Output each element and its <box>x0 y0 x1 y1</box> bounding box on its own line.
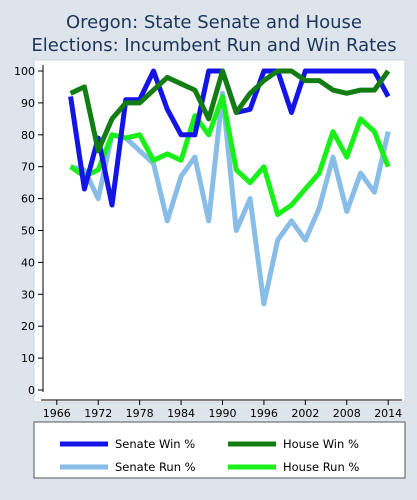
x-tick-label: 2008 <box>333 407 361 420</box>
y-tick-label: 10 <box>21 352 35 365</box>
axes: 0 10 20 30 40 50 60 70 80 90 100 1966 1972 1978 1984 19… <box>14 65 402 420</box>
legend-label: House Run % <box>283 460 359 474</box>
y-tick-label: 70 <box>21 161 35 174</box>
y-tick-label: 30 <box>21 288 35 301</box>
x-tick-label: 1972 <box>84 407 112 420</box>
x-tick-label: 1996 <box>250 407 278 420</box>
legend: Senate Win % House Win % Senate Run % House… <box>60 437 359 474</box>
x-tick-label: 1966 <box>43 407 71 420</box>
y-tick-label: 100 <box>14 65 35 78</box>
x-tick-label: 1978 <box>126 407 154 420</box>
y-tick-label: 90 <box>21 97 35 110</box>
x-tick-label: 2014 <box>374 407 402 420</box>
y-tick-label: 60 <box>21 193 35 206</box>
legend-label: Senate Run % <box>115 460 196 474</box>
y-tick-label: 80 <box>21 129 35 142</box>
y-tick-label: 40 <box>21 256 35 269</box>
chart-title-line-1: Oregon: State Senate and House <box>66 12 362 33</box>
series-line-house-run <box>69 94 391 217</box>
series-lines <box>68 68 391 307</box>
chart-title-line-2: Elections: Incumbent Run and Win Rates <box>31 35 396 56</box>
legend-label: Senate Win % <box>115 437 195 451</box>
y-tick-label: 20 <box>21 320 35 333</box>
x-tick-label: 1990 <box>209 407 237 420</box>
series-line-house-win <box>69 68 391 154</box>
y-tick-label: 50 <box>21 225 35 238</box>
x-tick-label: 2002 <box>291 407 319 420</box>
x-tick-label: 1984 <box>167 407 195 420</box>
legend-label: House Win % <box>283 437 359 451</box>
y-tick-label: 0 <box>28 384 35 397</box>
